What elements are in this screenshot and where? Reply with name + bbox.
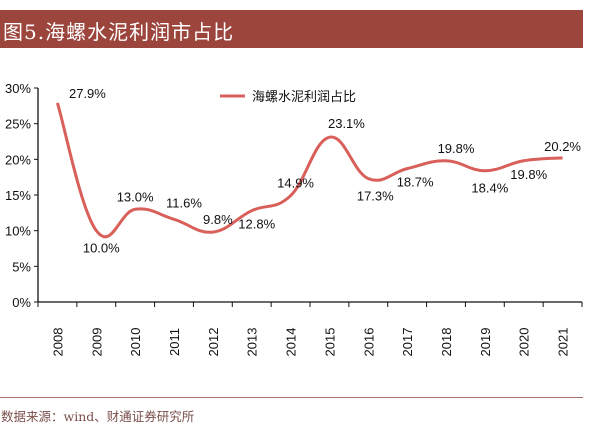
data-label: 11.6% bbox=[166, 195, 202, 210]
y-tick-label: 10% bbox=[5, 224, 31, 239]
source-note: 数据来源：wind、财通证券研究所 bbox=[1, 409, 195, 424]
data-label: 18.7% bbox=[397, 175, 434, 190]
data-label: 19.8% bbox=[438, 141, 475, 156]
data-label: 13.0% bbox=[117, 189, 154, 204]
footer-divider bbox=[0, 397, 583, 398]
y-tick-label: 15% bbox=[5, 188, 31, 203]
data-label: 14.9% bbox=[277, 176, 314, 191]
x-tick-label: 2011 bbox=[167, 328, 182, 356]
x-tick-label: 2016 bbox=[361, 328, 376, 357]
x-tick-label: 2020 bbox=[517, 328, 532, 357]
x-tick-label: 2021 bbox=[556, 328, 571, 357]
data-label: 9.8% bbox=[203, 212, 233, 227]
y-tick-label: 30% bbox=[5, 81, 31, 96]
x-tick-label: 2013 bbox=[245, 328, 260, 357]
y-tick-label: 5% bbox=[12, 259, 31, 274]
data-label: 18.4% bbox=[471, 181, 508, 196]
data-label: 10.0% bbox=[83, 241, 120, 256]
y-tick-label: 25% bbox=[5, 117, 31, 132]
x-tick-label: 2018 bbox=[439, 328, 454, 357]
x-tick-label: 2019 bbox=[478, 328, 493, 357]
data-label: 27.9% bbox=[69, 86, 106, 101]
series-line bbox=[55, 102, 563, 239]
data-label: 12.8% bbox=[238, 217, 275, 232]
legend-label: 海螺水泥利润占比 bbox=[252, 90, 356, 105]
y-tick-label: 0% bbox=[12, 295, 31, 310]
x-tick-label: 2012 bbox=[206, 328, 221, 357]
x-tick-label: 2015 bbox=[322, 328, 337, 357]
y-tick-label: 20% bbox=[5, 152, 31, 167]
data-label: 19.8% bbox=[510, 167, 547, 182]
data-label: 17.3% bbox=[357, 189, 394, 204]
data-label: 20.2% bbox=[544, 139, 581, 154]
x-tick-label: 2008 bbox=[50, 328, 65, 357]
x-tick-label: 2010 bbox=[128, 328, 143, 357]
legend: 海螺水泥利润占比 bbox=[220, 90, 356, 105]
data-label: 23.1% bbox=[328, 116, 365, 131]
x-tick-label: 2014 bbox=[284, 328, 299, 357]
chart-title-bar: 图5.海螺水泥利润市占比 bbox=[0, 10, 583, 48]
x-tick-label: 2009 bbox=[89, 328, 104, 357]
chart-title: 图5.海螺水泥利润市占比 bbox=[3, 20, 235, 44]
x-tick-label: 2017 bbox=[400, 328, 415, 357]
